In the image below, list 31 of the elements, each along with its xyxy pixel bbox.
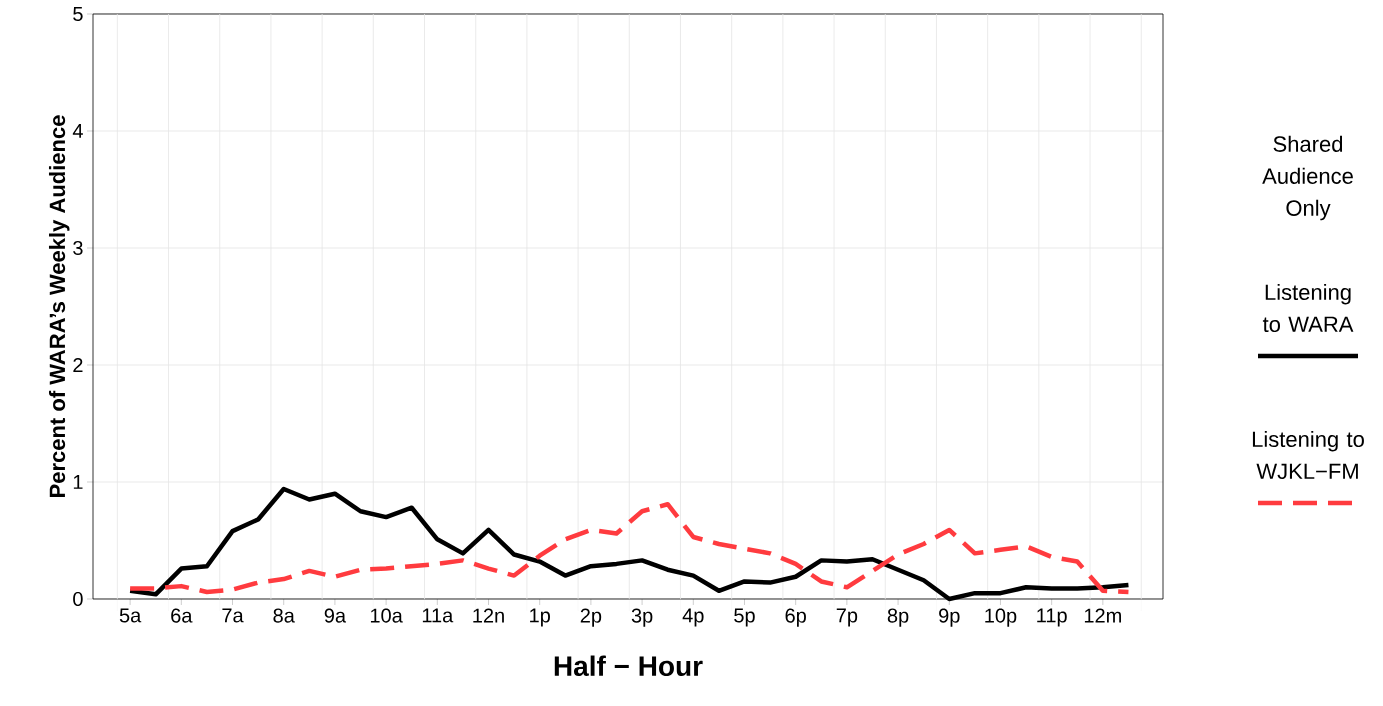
x-tick-label: 9a [324,608,347,623]
x-tick-label: 10a [370,608,403,623]
x-tick-label: 9p [939,608,960,627]
x-tick-label: 11p [1037,608,1067,627]
x-tick-label: 7p [836,608,858,627]
x-tick-label: 6a [171,608,193,623]
x-tick-label: 8a [273,608,295,623]
y-tick-label: 0 [73,591,83,607]
x-tick-label: 1p [530,608,550,627]
x-tick-label: 11a [422,608,454,623]
legend-title: Shared Audience Only [1262,135,1353,221]
x-tick-label: 3p [631,608,653,627]
y-tick-label: 2 [73,358,83,372]
x-tick-label: 5a [119,608,142,623]
x-axis-title: Half − Hour [554,655,703,677]
y-tick-label: 5 [73,7,83,21]
y-axis-title: Percent of WARA’s Weekly Audience [48,115,70,497]
x-tick-label: 2p [580,608,602,627]
x-tick-label: 10p [985,608,1017,627]
y-tick-label: 4 [72,124,83,138]
x-tick-label: 12n [473,608,504,623]
text: Listening to WJKL−FM [1252,430,1364,480]
x-tick-label: 8p [887,608,909,627]
y-tick-label: 1 [73,475,83,489]
text: Listening to WARA [1262,283,1354,333]
x-tick-label: 4p [682,608,704,627]
x-tick-label: 6p [785,608,806,627]
x-tick-label: 7a [222,608,244,623]
x-tick-label: 5p [734,608,755,627]
y-tick-label: 3 [73,240,83,256]
x-tick-label: 12m [1084,608,1121,623]
